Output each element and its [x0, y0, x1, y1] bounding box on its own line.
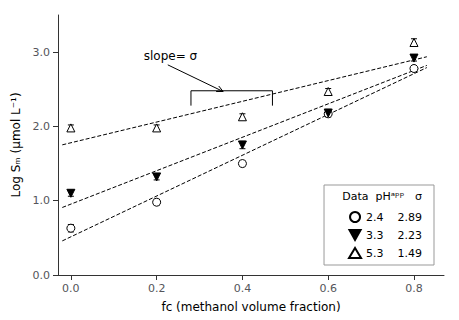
svg-text:0.6: 0.6 [319, 282, 337, 295]
svg-text:Data pHᵃᵖᵖ σ: Data pHᵃᵖᵖ σ [342, 190, 422, 203]
svg-text:Log Sₘ (μmol L⁻¹): Log Sₘ (μmol L⁻¹) [9, 92, 23, 197]
svg-text:fc (methanol volume fraction): fc (methanol volume fraction) [161, 300, 340, 314]
svg-text:0.8: 0.8 [405, 282, 423, 295]
svg-text:0.0: 0.0 [33, 269, 51, 282]
svg-text:0.4: 0.4 [234, 282, 252, 295]
svg-text:3.0: 3.0 [33, 46, 51, 59]
svg-text:0.2: 0.2 [148, 282, 166, 295]
svg-text:1.0: 1.0 [33, 194, 51, 207]
svg-text:2.4 2.89: 2.4 2.89 [366, 211, 422, 224]
svg-text:3.3 2.23: 3.3 2.23 [366, 229, 422, 242]
svg-text:2.0: 2.0 [33, 120, 51, 133]
svg-text:0.0: 0.0 [62, 282, 80, 295]
svg-text:5.3 1.49: 5.3 1.49 [366, 247, 422, 260]
svg-text:slope= σ: slope= σ [144, 49, 198, 63]
